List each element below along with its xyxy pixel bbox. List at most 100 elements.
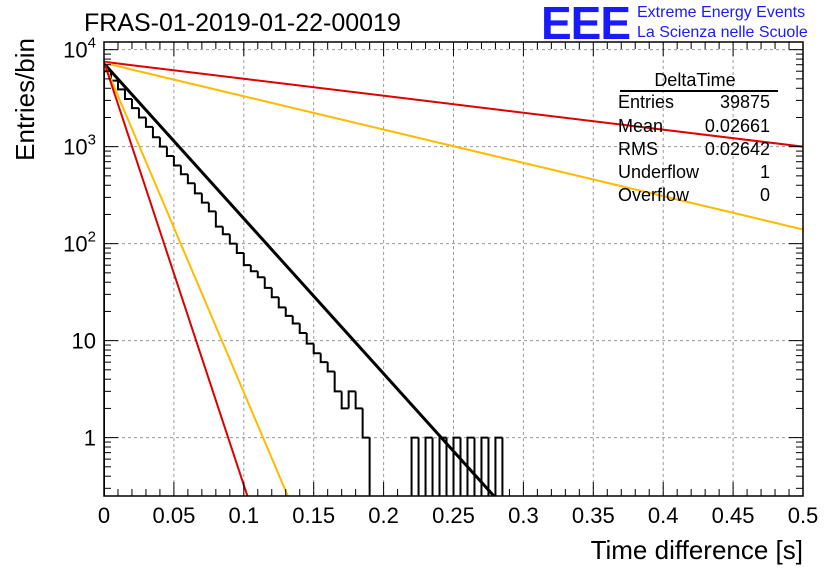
histogram-bin — [445, 437, 448, 496]
histogram-bin — [354, 391, 363, 410]
histogram-bin — [480, 436, 489, 496]
stats-value: 0 — [759, 185, 770, 205]
stats-label: RMS — [618, 139, 658, 159]
fit-curve — [104, 60, 803, 148]
histogram-bin — [452, 436, 461, 496]
x-axis-label: Time difference [s] — [591, 535, 803, 565]
histogram-bin — [158, 137, 167, 148]
histogram-bin — [214, 211, 223, 228]
stats-value: 1 — [759, 162, 770, 182]
stats-row-entries: Entries 39875 — [618, 92, 770, 114]
y-tick-label: 102 — [63, 229, 96, 257]
stats-title: DeltaTime — [654, 70, 736, 90]
histogram-bin — [368, 437, 371, 496]
grid-lines — [104, 42, 803, 496]
histogram-bin — [361, 408, 370, 439]
x-tick-label: 0.4 — [648, 503, 679, 528]
histogram-bin — [494, 436, 503, 496]
histogram-bin — [438, 436, 447, 496]
histogram-bin — [228, 234, 237, 245]
histogram-bin — [179, 165, 188, 176]
histogram-bin — [249, 265, 258, 273]
histogram-bin — [137, 108, 146, 119]
stats-row-underflow: Underflow 1 — [618, 162, 770, 184]
histogram-bin — [410, 436, 419, 496]
x-tick-label: 0.1 — [229, 503, 260, 528]
histogram-bin — [466, 436, 475, 496]
histogram-bin — [424, 436, 433, 496]
histogram-bin — [242, 253, 251, 267]
stats-label: Entries — [618, 92, 675, 112]
fit-curve — [104, 61, 249, 496]
histogram-bin — [235, 243, 244, 255]
histogram-bin — [193, 183, 202, 195]
plot-title: FRAS-01-2019-01-22-00019 — [84, 9, 401, 37]
histogram-bin — [431, 437, 434, 496]
histogram-bin — [333, 371, 342, 393]
histogram-bin — [200, 193, 209, 204]
histogram-bin — [417, 437, 420, 496]
histogram-bin — [256, 271, 265, 279]
histogram-bin — [312, 343, 321, 355]
x-tick-label: 0.2 — [368, 503, 399, 528]
x-tick-label: 0.35 — [572, 503, 615, 528]
stats-value: 39875 — [719, 92, 770, 112]
histogram-bin — [291, 315, 300, 325]
histogram-bin — [207, 202, 216, 213]
histogram — [104, 70, 504, 496]
histogram-bin — [186, 174, 195, 185]
histogram-bin — [130, 99, 139, 110]
histogram-bin — [459, 437, 462, 496]
y-tick-label: 104 — [63, 35, 96, 63]
histogram-bin — [172, 156, 181, 167]
axes: 0 0.05 0.1 0.15 0.2 0.25 0.3 0.35 0.4 0.45 0.51101… — [63, 35, 818, 528]
fit-curve — [104, 61, 803, 231]
logo-caption-line2: La Scienza nelle Scuole — [637, 24, 808, 41]
histogram-bin — [326, 362, 335, 373]
stats-label: Mean — [618, 116, 664, 136]
x-tick-label: 0.25 — [432, 503, 475, 528]
y-tick-label: 10 — [72, 329, 96, 354]
x-tick-label: 0.15 — [292, 503, 335, 528]
y-tick-label: 1 — [84, 426, 96, 451]
histogram-bin — [123, 89, 132, 101]
fit-curve — [104, 62, 496, 496]
histogram-bin — [165, 146, 174, 158]
fit-curve — [104, 62, 289, 496]
y-tick-label: 103 — [63, 132, 96, 160]
histogram-bin — [263, 277, 272, 289]
histogram-bin — [487, 437, 490, 496]
histogram-bin — [319, 353, 328, 364]
histogram-bin — [298, 323, 307, 334]
histogram-bin — [151, 126, 160, 139]
stats-row-overflow: Overflow 0 — [618, 185, 770, 207]
histogram-bin — [284, 307, 293, 317]
logo-caption-line1: Extreme Energy Events — [637, 4, 806, 21]
histogram-bin — [221, 226, 230, 236]
stats-value: 0.02642 — [704, 139, 770, 159]
histogram-bin — [144, 117, 153, 128]
stats-value: 0.02661 — [704, 116, 770, 136]
stats-divider — [620, 90, 778, 92]
histogram-bin — [347, 390, 356, 409]
x-tick-label: 0.3 — [508, 503, 539, 528]
x-tick-label: 0 — [98, 503, 110, 528]
eee-logo: EEE — [541, 0, 631, 49]
histogram-bin — [270, 287, 279, 299]
x-tick-label: 0.45 — [712, 503, 755, 528]
histogram-bin — [104, 70, 111, 496]
histogram-bin — [116, 80, 125, 91]
y-axis-label: Entries/bin — [10, 38, 40, 161]
histogram-bin — [340, 391, 349, 410]
stats-box: DeltaTime Entries 39875 Mean 0.02661 RMS… — [612, 68, 778, 208]
histogram-bin — [305, 332, 314, 345]
fit-curves — [104, 60, 803, 496]
stats-row-rms: RMS 0.02642 — [618, 139, 770, 161]
stats-label: Overflow — [618, 185, 690, 205]
x-tick-label: 0.05 — [152, 503, 195, 528]
histogram-bin — [473, 437, 476, 496]
x-tick-label: 0.5 — [788, 503, 819, 528]
stats-label: Underflow — [618, 162, 700, 182]
stats-row-mean: Mean 0.02661 — [618, 116, 770, 138]
